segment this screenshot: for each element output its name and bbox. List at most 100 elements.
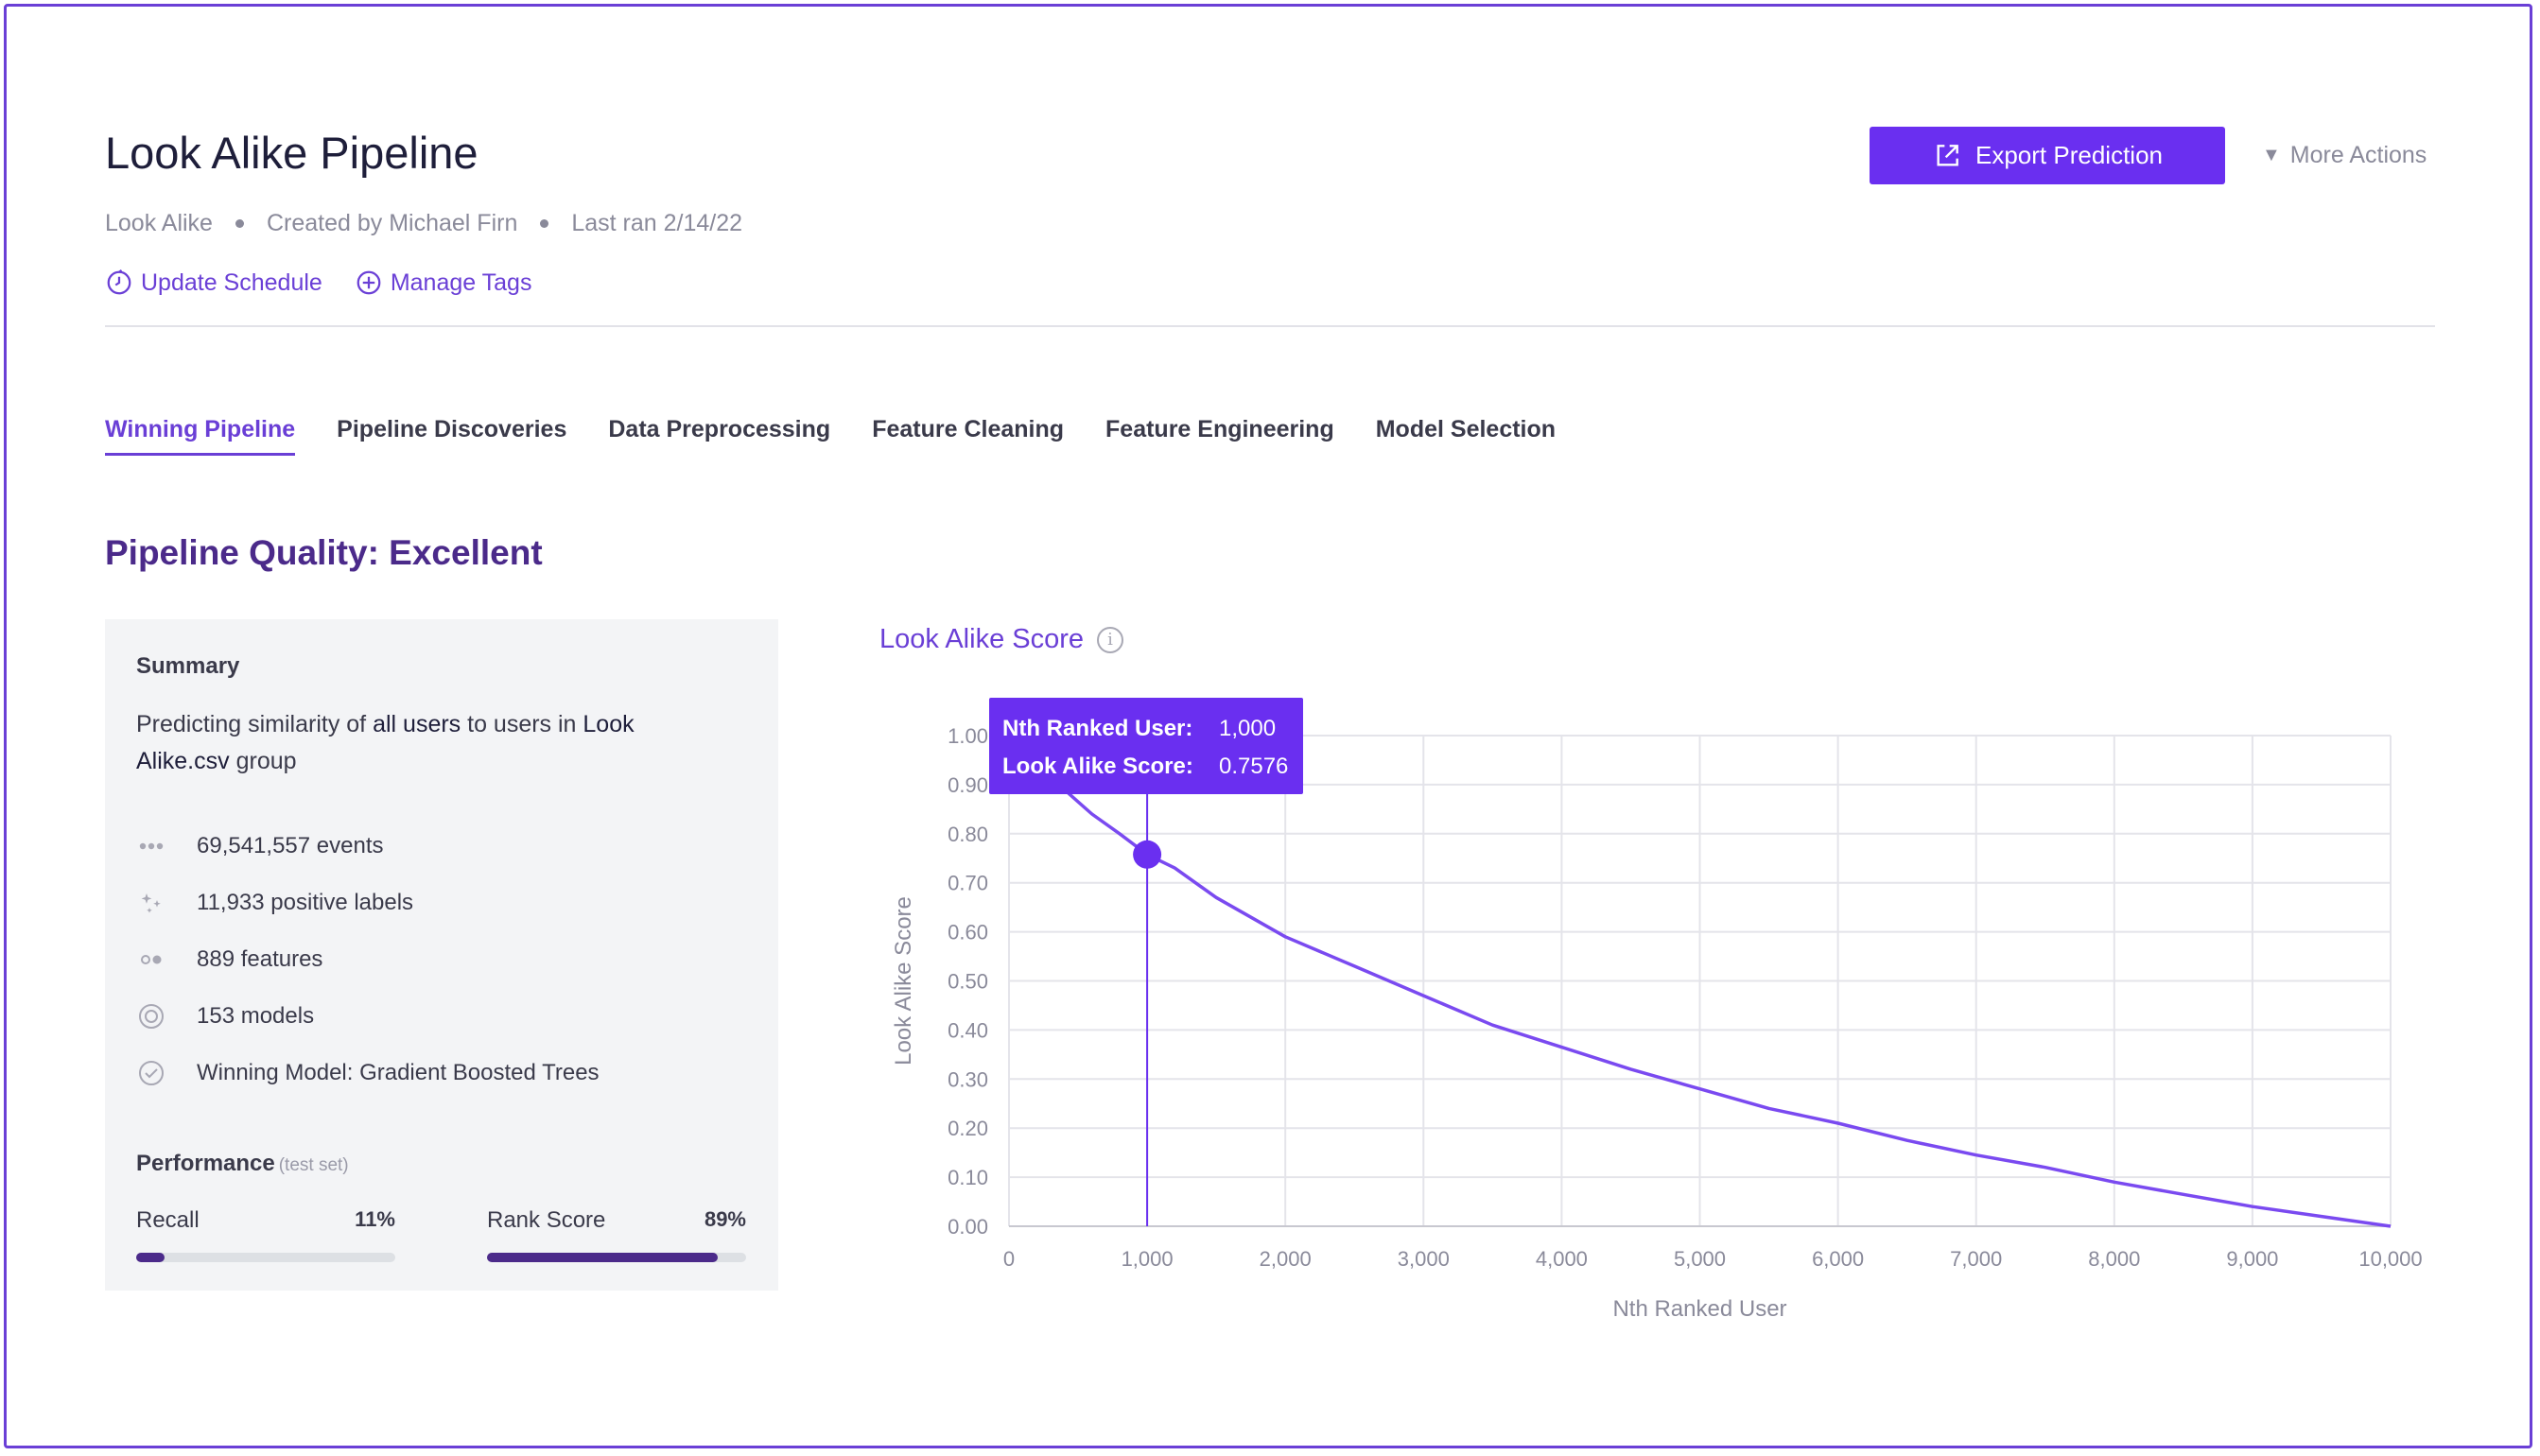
x-tick-label: 5,000 [1674,1247,1726,1271]
tab-bar: Winning Pipeline Pipeline Discoveries Da… [105,416,1597,456]
tooltip-box [989,698,1303,794]
chart-title-text: Look Alike Score [879,624,1085,654]
x-tick-label: 1,000 [1122,1247,1174,1271]
progress-fill [487,1253,718,1262]
stat-text: 69,541,557 events [197,833,384,858]
stat-models: 153 models [136,988,600,1045]
last-ran: Last ran 2/14/22 [571,210,743,236]
desc-highlight: Look Alike.csv [136,711,635,774]
x-tick-label: 6,000 [1812,1247,1864,1271]
metric-row: Rank Score 89% [487,1207,746,1234]
tooltip-x-label: Nth Ranked User: [1002,716,1192,741]
stat-winning-model: Winning Model: Gradient Boosted Trees [136,1045,600,1101]
metric-name: Recall [136,1207,200,1233]
performance-note: (test set) [278,1155,349,1175]
y-tick-label: 0.70 [948,872,988,895]
stat-positive-labels: 11,933 positive labels [136,875,600,931]
performance-title: Performance (test set) [136,1151,349,1177]
tooltip-y-value: 0.7576 [1219,754,1288,779]
x-tick-label: 8,000 [2088,1247,2140,1271]
y-tick-label: 0.30 [948,1067,988,1091]
more-actions-dropdown[interactable]: ▼ More Actions [2262,142,2427,169]
desc-part: group [229,748,297,774]
y-tick-label: 0.60 [948,921,988,945]
manage-tags-label: Manage Tags [390,269,532,296]
check-circle-icon [136,1058,166,1088]
y-tick-label: 0.90 [948,773,988,797]
pipeline-quality-heading: Pipeline Quality: Excellent [105,533,543,572]
x-tick-label: 4,000 [1536,1247,1588,1271]
metric-row: Recall 11% [136,1207,395,1234]
export-prediction-label: Export Prediction [1975,141,2163,169]
summary-panel: Summary Predicting similarity of all use… [105,619,778,1291]
x-tick-label: 0 [1003,1247,1015,1271]
stat-text: 11,933 positive labels [197,890,414,915]
stat-features: 889 features [136,931,600,988]
manage-tags-link[interactable]: Manage Tags [355,269,532,297]
metric-recall: Recall 11% [136,1207,395,1262]
y-tick-label: 0.40 [948,1018,988,1042]
x-tick-label: 9,000 [2226,1247,2278,1271]
info-icon[interactable]: i [1097,626,1124,653]
desc-highlight: all users [373,711,461,737]
metric-rank-score: Rank Score 89% [487,1207,746,1262]
sparkle-icon [136,888,166,918]
desc-part: Predicting similarity of [136,711,374,737]
y-tick-label: 0.20 [948,1117,988,1140]
target-icon [136,1001,166,1031]
summary-stats: 69,541,557 events 11,933 positive labels… [136,818,600,1101]
stat-events: 69,541,557 events [136,818,600,875]
stat-text: 889 features [197,946,323,972]
metric-value: 11% [355,1207,395,1231]
chart-title: Look Alike Score i [879,624,1124,655]
y-tick-label: 0.00 [948,1215,988,1239]
stat-text: 153 models [197,1003,315,1029]
caret-down-icon: ▼ [2262,145,2281,165]
tab-model-selection[interactable]: Model Selection [1375,416,1557,442]
y-axis-label: Look Alike Score [891,896,916,1066]
plus-circle-icon [357,270,381,295]
progress-track [136,1253,395,1262]
look-alike-score-chart: 0 1,000 2,000 3,000 4,000 5,000 6,000 7,000 8,00… [891,698,2423,1322]
separator-dot [235,219,244,228]
created-by: Created by Michael Firn [266,210,518,236]
stat-text: Winning Model: Gradient Boosted Trees [197,1060,600,1085]
pipeline-meta: Look Alike Created by Michael Firn Last … [105,210,742,237]
metric-name: Rank Score [487,1207,606,1233]
performance-label: Performance [136,1151,275,1176]
tooltip-y-label: Look Alike Score: [1002,754,1193,779]
progress-fill [136,1253,165,1262]
tooltip-x-value: 1,000 [1219,716,1276,741]
tab-feature-engineering[interactable]: Feature Engineering [1105,416,1334,442]
y-tick-label: 0.50 [948,970,988,994]
x-tick-label: 7,000 [1950,1247,2002,1271]
tab-pipeline-discoveries[interactable]: Pipeline Discoveries [337,416,567,442]
more-actions-label: More Actions [2289,142,2427,168]
export-prediction-button[interactable]: Export Prediction [1870,127,2225,184]
x-tick-label: 2,000 [1260,1247,1312,1271]
y-tick-label: 0.10 [948,1166,988,1189]
tab-feature-cleaning[interactable]: Feature Cleaning [872,416,1065,442]
update-schedule-link[interactable]: Update Schedule [105,269,322,297]
x-tick-label: 10,000 [2358,1247,2422,1271]
y-tick-label: 0.80 [948,823,988,846]
toggle-dots-icon [136,945,166,975]
x-tick-label: 3,000 [1398,1247,1450,1271]
score-line [1063,788,2392,1228]
window-frame [4,4,2532,1448]
x-axis-label: Nth Ranked User [1612,1296,1786,1322]
dots-icon [136,831,166,861]
progress-track [487,1253,746,1262]
header-divider [105,325,2435,327]
highlight-point [1133,840,1162,869]
update-schedule-label: Update Schedule [141,269,322,296]
summary-title: Summary [136,653,240,679]
pipeline-type: Look Alike [105,210,213,236]
summary-description: Predicting similarity of all users to us… [136,706,704,780]
tab-winning-pipeline[interactable]: Winning Pipeline [105,416,296,456]
tab-data-preprocessing[interactable]: Data Preprocessing [608,416,831,442]
desc-part: to users in [461,711,583,737]
external-link-icon [1937,144,1958,166]
metric-value: 89% [704,1207,746,1231]
page-title: Look Alike Pipeline [105,128,478,178]
